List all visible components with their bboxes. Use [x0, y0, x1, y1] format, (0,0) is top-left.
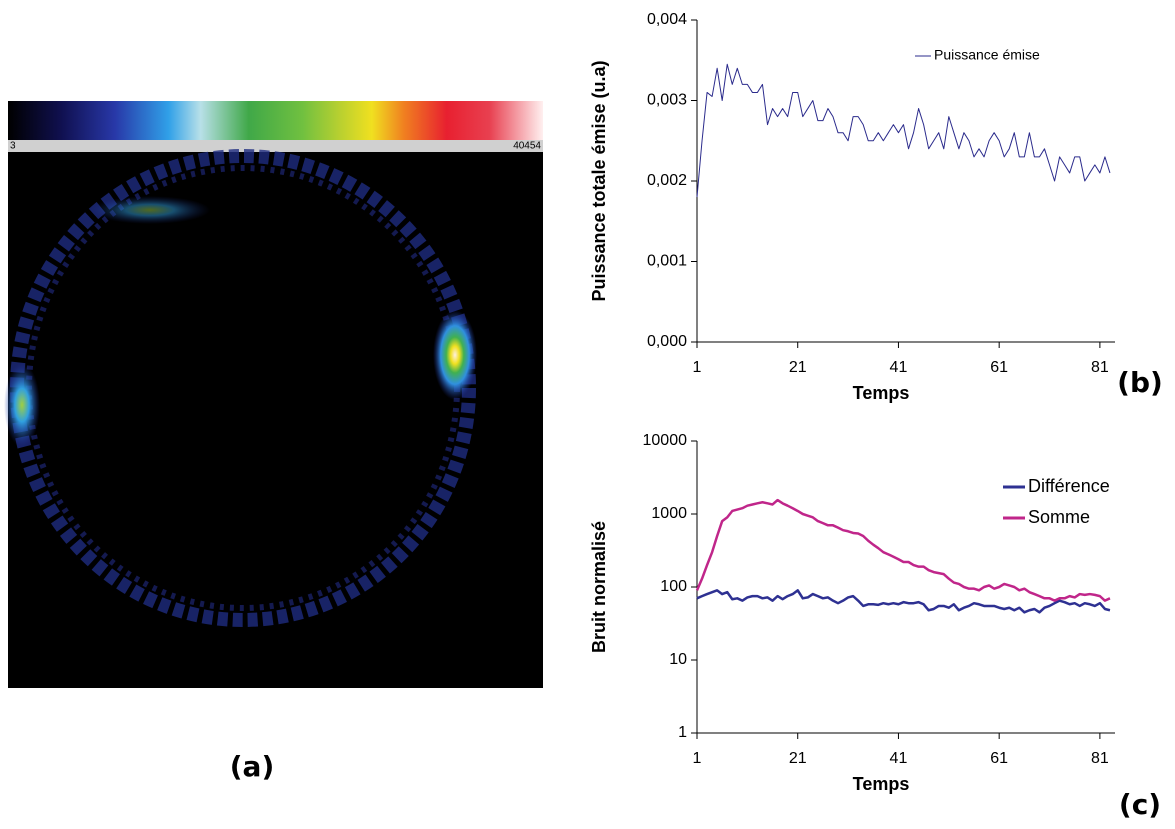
x-tick-label: 1 [693, 359, 702, 376]
y-tick-label: 0,002 [647, 172, 687, 189]
x-tick-label: 41 [890, 359, 908, 376]
hotspot [433, 310, 477, 400]
series-line [696, 589, 1111, 614]
y-tick-label: 1000 [651, 505, 687, 522]
x-tick-label: 21 [789, 750, 807, 767]
legend-label: Somme [1028, 507, 1090, 527]
y-tick-label: 0,000 [647, 333, 687, 350]
y-tick-label: 10 [669, 651, 687, 668]
series-line [696, 63, 1111, 198]
colorbar-min: 3 [10, 141, 16, 152]
y-tick-label: 10000 [643, 432, 688, 449]
panel-label: (b) [1117, 366, 1163, 399]
x-tick-label: 41 [890, 750, 908, 767]
colorbar-strip [8, 140, 543, 152]
x-tick-label: 21 [789, 359, 807, 376]
legend-label: Différence [1028, 476, 1110, 496]
y-axis-title: Bruit normalisé [589, 521, 609, 653]
x-tick-label: 1 [693, 750, 702, 767]
x-tick-label: 81 [1091, 359, 1109, 376]
hotspot [90, 196, 210, 224]
x-axis-title: Temps [853, 774, 910, 794]
legend-label: Puissance émise [934, 47, 1040, 63]
y-tick-label: 0,004 [647, 11, 687, 28]
y-tick-label: 1 [678, 724, 687, 741]
x-tick-label: 61 [990, 750, 1008, 767]
hotspot [4, 363, 40, 447]
series-line [695, 498, 1111, 602]
x-axis-title: Temps [853, 383, 910, 403]
image-panel: 3 40454 (a) [4, 101, 543, 783]
colorbar [8, 101, 543, 140]
colorbar-max: 40454 [513, 141, 541, 152]
x-tick-label: 81 [1091, 750, 1109, 767]
y-tick-label: 0,001 [647, 253, 687, 270]
y-axis-title: Puissance totale émise (u.a) [589, 60, 609, 301]
y-tick-label: 100 [660, 578, 687, 595]
y-tick-label: 0,003 [647, 92, 687, 109]
panel-label: (a) [230, 750, 275, 783]
x-tick-label: 61 [990, 359, 1008, 376]
panel-label: (c) [1119, 788, 1161, 821]
